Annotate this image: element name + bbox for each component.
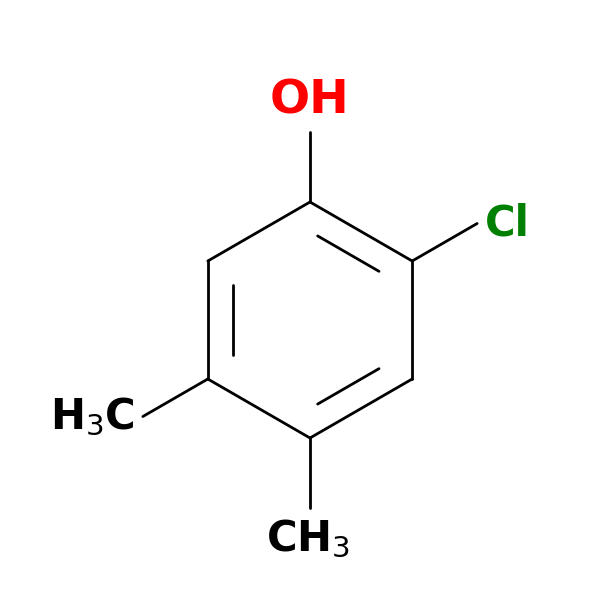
Text: OH: OH <box>270 79 350 124</box>
Text: H$_3$C: H$_3$C <box>50 395 135 437</box>
Text: CH$_3$: CH$_3$ <box>266 518 350 560</box>
Text: Cl: Cl <box>485 202 530 245</box>
